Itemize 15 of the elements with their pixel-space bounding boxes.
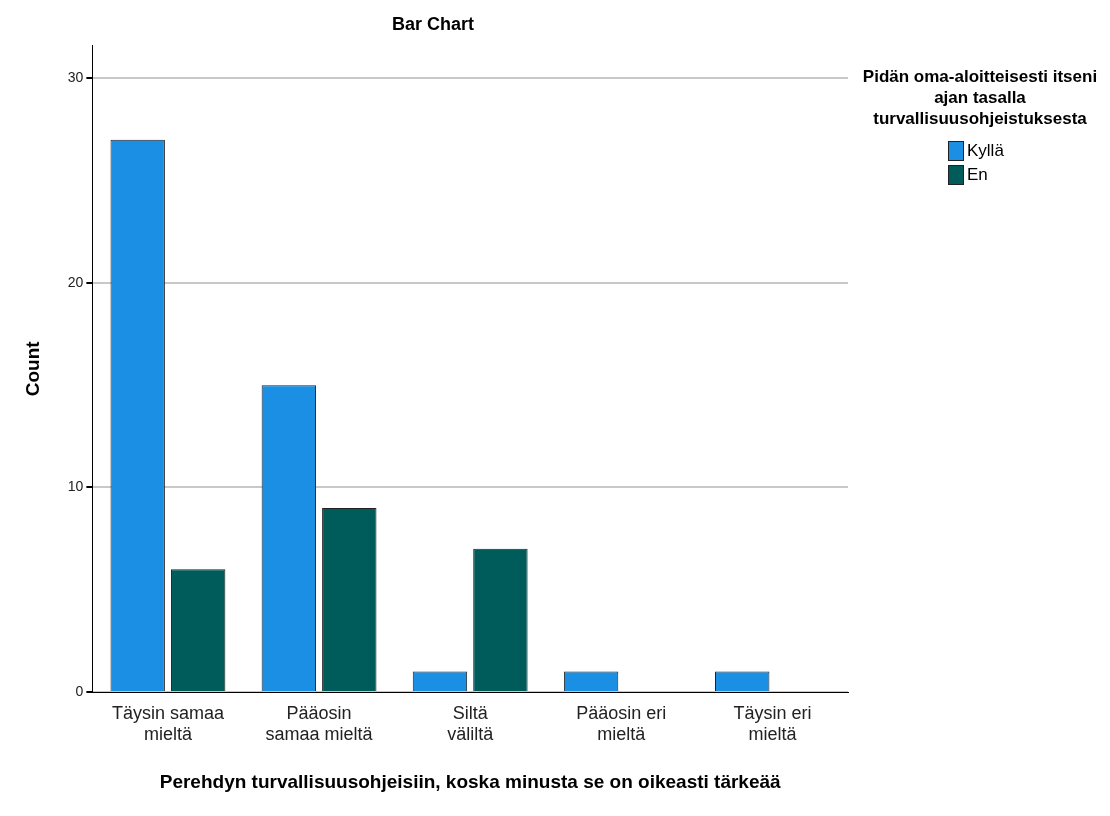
legend-label: En: [967, 165, 988, 185]
x-tick-label: Pääosin samaa mieltä: [265, 702, 374, 745]
x-axis-title: Perehdyn turvallisuusohjeisiin, koska minusta se on oikeasti tärkeää: [159, 770, 782, 792]
y-tick-label: 10: [67, 478, 84, 495]
x-tick-label: Täysin samaa mieltä: [111, 702, 225, 745]
x-tick-label: Siltä väliltä: [447, 702, 495, 745]
y-tick-label: 0: [75, 682, 84, 699]
y-tick-label: 20: [67, 273, 84, 290]
legend-label: Kyllä: [967, 141, 1004, 161]
legend-title: Pidän oma-aloitteisesti itseni ajan tasalla turvallisuusohjeistuksesta: [861, 66, 1099, 129]
chart-title: Bar Chart: [391, 13, 475, 34]
x-tick-label: Pääosin eri mieltä: [576, 702, 667, 745]
y-axis-title: Count: [21, 340, 43, 397]
x-tick-label: Täysin eri mieltä: [733, 702, 812, 745]
y-tick-label: 30: [67, 69, 84, 86]
